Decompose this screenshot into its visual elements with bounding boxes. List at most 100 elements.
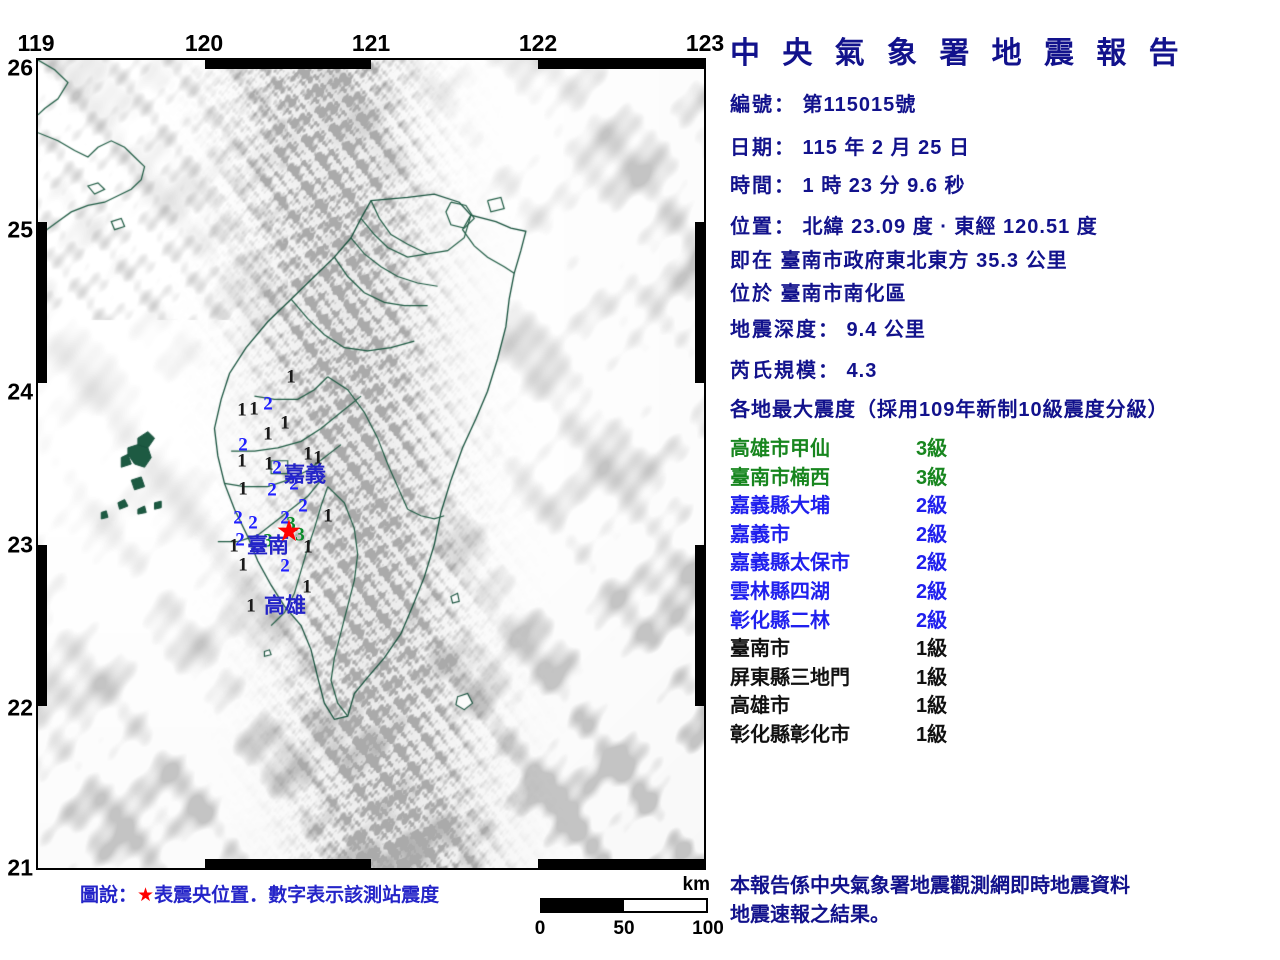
report-field-4: 即在 臺南市政府東北東方 35.3 公里 (730, 244, 1068, 273)
report-field-0: 編號： 第115015號 (730, 88, 916, 117)
station-intensity-marker: 1 (246, 595, 256, 617)
intensity-table: 高雄市甲仙 3級 臺南市楠西 3級 嘉義縣大埔 2級 嘉義市 2級 嘉義縣太保市 2級 雲林縣四湖 2… (730, 432, 1150, 747)
intensity-section-heading: 各地最大震度（採用109年新制10級震度分級） (730, 399, 1169, 421)
station-intensity-marker: 1 (237, 399, 247, 421)
station-intensity-marker: 1 (302, 576, 312, 598)
intensity-level: 3級 (916, 466, 948, 489)
terrain-relief-canvas (38, 60, 704, 868)
intensity-row: 雲林縣四湖 2級 (730, 575, 1150, 604)
intensity-place: 臺南市 (730, 638, 790, 661)
longitude-tick-121: 121 (351, 30, 391, 56)
station-intensity-marker: 3 (286, 513, 296, 535)
station-intensity-marker: 2 (280, 507, 290, 529)
station-intensity-marker: 1 (263, 423, 273, 445)
graticule-band (695, 544, 704, 707)
report-field-label: 位於 (730, 283, 774, 305)
latitude-tick-26: 26 (7, 54, 33, 81)
graticule-band (204, 859, 371, 868)
intensity-level: 3級 (916, 438, 948, 460)
station-intensity-marker: 2 (267, 479, 277, 501)
intensity-place: 嘉義市 (730, 523, 790, 546)
intensity-place: 屏東縣三地門 (730, 666, 850, 689)
report-footer: 本報告係中央氣象署地震觀測網即時地震資料 地震速報之結果。 (730, 872, 1130, 930)
intensity-level: 2級 (916, 495, 948, 518)
intensity-row: 嘉義縣大埔 2級 (730, 489, 1150, 518)
report-field-7: 芮氏規模： 4.3 (730, 354, 877, 383)
station-intensity-marker: 1 (303, 443, 313, 465)
station-intensity-marker: 2 (263, 393, 273, 415)
scalebar-unit: km (682, 874, 710, 895)
station-intensity-marker: 2 (248, 512, 258, 534)
report-field-label: 芮氏規模： (730, 360, 840, 382)
scalebar-tick-0: 0 (534, 918, 546, 939)
intensity-place: 嘉義縣大埔 (730, 495, 830, 518)
report-field-label: 即在 (730, 250, 774, 272)
report-field-label: 日期： (730, 137, 796, 159)
station-intensity-marker: 1 (264, 453, 274, 475)
epicenter-star-icon: ★ (275, 515, 303, 548)
intensity-level: 2級 (916, 523, 948, 546)
intensity-place: 彰化縣彰化市 (730, 723, 850, 746)
station-intensity-marker: 1 (249, 398, 259, 420)
intensity-level: 1級 (916, 723, 948, 746)
longitude-tick-122: 122 (518, 30, 558, 56)
scalebar-tick-labels: 0 50 100 (535, 918, 724, 942)
longitude-tick-120: 120 (184, 30, 224, 56)
station-intensity-marker: 2 (238, 434, 248, 456)
footer-line-2: 地震速報之結果。 (730, 904, 890, 926)
report-field-label: 編號： (730, 94, 796, 116)
report-field-value: 臺南市政府東北東方 35.3 公里 (774, 250, 1068, 272)
graticule-band (38, 544, 47, 707)
report-field-5: 位於 臺南市南化區 (730, 277, 907, 306)
station-intensity-marker: 3 (295, 524, 305, 546)
latitude-tick-23: 23 (7, 531, 33, 558)
latitude-tick-25: 25 (7, 216, 33, 243)
station-intensity-marker: 2 (289, 473, 299, 495)
intensity-level: 2級 (916, 580, 948, 603)
map-frame[interactable]: 1 2 1 1 1 1 2 1 1 1 2 1 2 1 2 2 2 2 3 2 1 3 2 1 3 1 1 2 1 1 嘉義 臺南 高雄 ★ (36, 58, 706, 870)
station-intensity-marker: 1 (303, 536, 313, 558)
report-field-value: 臺南市南化區 (774, 283, 907, 305)
station-intensity-marker: 2 (298, 495, 308, 517)
graticule-band (695, 221, 704, 384)
longitude-tick-119: 119 (17, 30, 55, 56)
city-label-高雄: 高雄 (264, 594, 306, 618)
intensity-row: 臺南市 1級 (730, 632, 1150, 661)
graticule-band (38, 221, 47, 384)
station-intensity-marker: 1 (280, 412, 290, 434)
station-intensity-marker: 2 (272, 457, 282, 479)
intensity-row: 彰化縣二林 2級 (730, 604, 1150, 633)
station-intensity-marker: 1 (238, 554, 248, 576)
station-intensity-marker: 2 (280, 555, 290, 577)
legend-prefix: 圖說： (80, 885, 138, 906)
report-field-value: 第115015號 (796, 94, 917, 116)
intensity-level: 2級 (916, 609, 948, 632)
intensity-place: 臺南市楠西 (730, 466, 830, 489)
station-intensity-marker: 1 (238, 478, 248, 500)
scalebar-bar (540, 898, 708, 913)
report-field-1: 日期： 115 年 2 月 25 日 (730, 131, 970, 160)
intensity-row: 彰化縣彰化市 1級 (730, 718, 1150, 747)
page-title: 中 央 氣 象 署 地 震 報 告 (730, 37, 1186, 70)
intensity-level: 2級 (916, 552, 948, 575)
intensity-row: 嘉義縣太保市 2級 (730, 546, 1150, 575)
report-field-3: 位置： 北緯 23.09 度 · 東經 120.51 度 (730, 210, 1098, 239)
intensity-row: 屏東縣三地門 1級 (730, 661, 1150, 690)
graticule-band (537, 60, 704, 69)
scalebar-filled-half (542, 900, 624, 911)
latitude-tick-24: 24 (7, 378, 33, 405)
station-intensity-marker: 2 (235, 529, 245, 551)
intensity-place: 嘉義縣太保市 (730, 552, 850, 575)
station-intensity-marker: 1 (237, 450, 247, 472)
report-panel: 中 央 氣 象 署 地 震 報 告 編號： 第115015號日期： 115 年 … (728, 0, 1280, 960)
legend-text: 表震央位置．數字表示該測站震度 (154, 885, 440, 906)
intensity-row: 高雄市 1級 (730, 689, 1150, 718)
intensity-level: 1級 (916, 638, 948, 661)
graticule-band (204, 60, 371, 69)
scalebar-tick-100: 100 (692, 918, 724, 939)
station-intensity-marker: 3 (263, 530, 273, 552)
intensity-row: 臺南市楠西 3級 (730, 461, 1150, 490)
graticule-band (537, 859, 704, 868)
